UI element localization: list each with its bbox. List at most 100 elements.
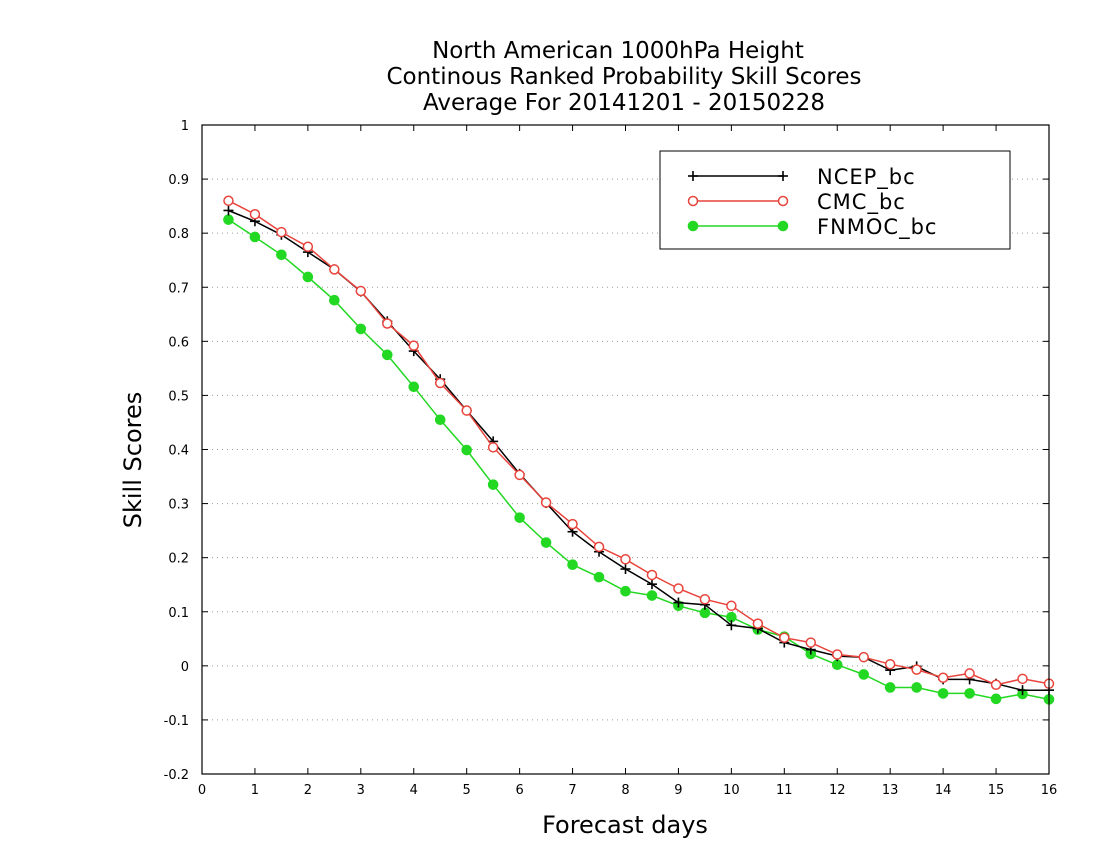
y-tick-label-4: 0.2: [168, 552, 189, 567]
point-cmc-bc-25: [884, 658, 896, 670]
point-cmc-bc-3: [302, 241, 314, 252]
point-fnmoc-bc-3: [302, 271, 314, 283]
x-tick-label-1: 1: [251, 783, 259, 798]
legend-item-cmc-bc: CMC_bc: [687, 190, 905, 215]
legend-box: [659, 150, 1011, 250]
x-axis-title: Forecast days: [542, 811, 708, 839]
point-fnmoc-bc-5: [355, 323, 367, 335]
x-tick-label-12: 12: [829, 783, 846, 798]
x-tick-label-13: 13: [882, 783, 899, 798]
point-fnmoc-bc-2: [276, 249, 287, 261]
legend-label-ncep-bc: NCEP_bc: [817, 165, 916, 190]
x-tick-label-16: 16: [1041, 783, 1058, 798]
point-cmc-bc-17: [673, 583, 684, 594]
x-tick-label-9: 9: [674, 783, 682, 798]
point-fnmoc-bc-10: [487, 479, 499, 490]
legend-marker-end-ncep-bc: [778, 171, 788, 181]
point-cmc-bc-22: [805, 637, 817, 648]
point-cmc-bc-13: [567, 518, 578, 530]
point-ncep-bc-17: [673, 597, 684, 608]
point-cmc-bc-2: [276, 226, 287, 238]
series-cmc-bc: [223, 195, 1055, 691]
x-axis-ticks: 0 1 2 3 4 5 6 7 8 9 10 11 12 13 14 15 16: [198, 125, 1057, 798]
point-cmc-bc-30: [1017, 673, 1028, 685]
point-cmc-bc-23: [832, 649, 843, 660]
point-fnmoc-bc-1: [249, 231, 261, 243]
point-fnmoc-bc-8: [434, 414, 446, 426]
point-fnmoc-bc-9: [461, 444, 472, 456]
series-ncep-bc: [223, 205, 1054, 696]
point-ncep-bc-30: [1017, 685, 1028, 696]
series-line-fnmoc-bc: [228, 218, 1050, 701]
point-fnmoc-bc-11: [514, 512, 525, 523]
point-fnmoc-bc-27: [937, 688, 949, 699]
point-cmc-bc-8: [434, 377, 446, 389]
y-axis-title: Skill Scores: [119, 392, 147, 529]
point-cmc-bc-1: [249, 208, 261, 220]
point-fnmoc-bc-25: [884, 682, 896, 693]
point-cmc-bc-24: [858, 651, 869, 663]
x-tick-label-11: 11: [776, 783, 793, 798]
point-cmc-bc-28: [964, 668, 975, 679]
series-fnmoc-bc: [223, 214, 1055, 705]
y-tick-label-11: 0.9: [168, 173, 189, 188]
x-tick-label-5: 5: [463, 783, 471, 798]
point-cmc-bc-26: [911, 664, 922, 675]
y-tick-label-10: 0.8: [168, 227, 189, 242]
x-tick-label-3: 3: [357, 783, 365, 798]
title-line-3: Average For 20141201 - 20150228: [423, 90, 825, 116]
point-fnmoc-bc-4: [329, 294, 340, 306]
x-tick-label-2: 2: [304, 783, 312, 798]
point-cmc-bc-21: [779, 632, 790, 643]
x-tick-label-15: 15: [988, 783, 1005, 798]
point-cmc-bc-6: [382, 318, 393, 329]
point-fnmoc-bc-15: [620, 585, 631, 597]
point-cmc-bc-27: [937, 672, 949, 683]
y-tick-label-3: 0.1: [168, 606, 189, 621]
point-cmc-bc-15: [620, 554, 631, 565]
y-tick-label-5: 0.3: [168, 498, 189, 513]
y-tick-label-0: -0.2: [164, 768, 189, 783]
y-tick-label-6: 0.4: [168, 444, 189, 459]
series-line-cmc-bc: [228, 200, 1050, 686]
point-cmc-bc-16: [646, 569, 658, 581]
point-fnmoc-bc-12: [540, 537, 552, 548]
x-tick-label-14: 14: [935, 783, 952, 798]
legend-label-fnmoc-bc: FNMOC_bc: [817, 215, 937, 240]
legend-item-ncep-bc: NCEP_bc: [688, 165, 916, 190]
point-fnmoc-bc-23: [831, 659, 843, 671]
point-ncep-bc-16: [646, 579, 657, 590]
y-tick-label-7: 0.5: [168, 389, 189, 404]
point-ncep-bc-0: [223, 205, 234, 216]
legend-marker-start-ncep-bc: [688, 171, 698, 181]
point-fnmoc-bc-29: [990, 693, 1002, 705]
y-tick-label-9: 0.7: [168, 281, 189, 296]
title-line-2: Continous Ranked Probability Skill Score…: [386, 64, 861, 90]
legend-marker-start-cmc-bc: [687, 195, 699, 207]
point-fnmoc-bc-6: [381, 349, 393, 361]
point-fnmoc-bc-7: [408, 381, 420, 393]
y-axis-ticks: -0.2 -0.1 0 0.1 0.2 0.3 0.4 0.5 0.6 0.7 0.8 0.9 1: [164, 119, 1049, 783]
x-tick-label-0: 0: [198, 783, 206, 798]
point-cmc-bc-14: [593, 541, 605, 553]
point-fnmoc-bc-16: [646, 590, 658, 601]
point-cmc-bc-9: [461, 405, 472, 416]
point-cmc-bc-29: [990, 679, 1002, 691]
point-cmc-bc-7: [408, 340, 419, 351]
point-cmc-bc-20: [752, 618, 764, 629]
gridlines: [202, 178, 1049, 721]
x-tick-label-4: 4: [410, 783, 418, 798]
legend-marker-start-fnmoc-bc: [687, 220, 699, 232]
point-ncep-bc-19: [726, 620, 737, 631]
x-tick-label-6: 6: [515, 783, 523, 798]
legend-marker-end-fnmoc-bc: [777, 220, 789, 232]
series-line-ncep-bc: [228, 209, 1049, 691]
point-fnmoc-bc-14: [593, 571, 605, 583]
legend-item-fnmoc-bc: FNMOC_bc: [687, 215, 937, 240]
chart-title: North American 1000hPa Height Continous …: [386, 38, 861, 116]
y-tick-label-12: 1: [181, 119, 189, 134]
point-cmc-bc-5: [355, 285, 367, 297]
point-cmc-bc-11: [514, 469, 525, 481]
